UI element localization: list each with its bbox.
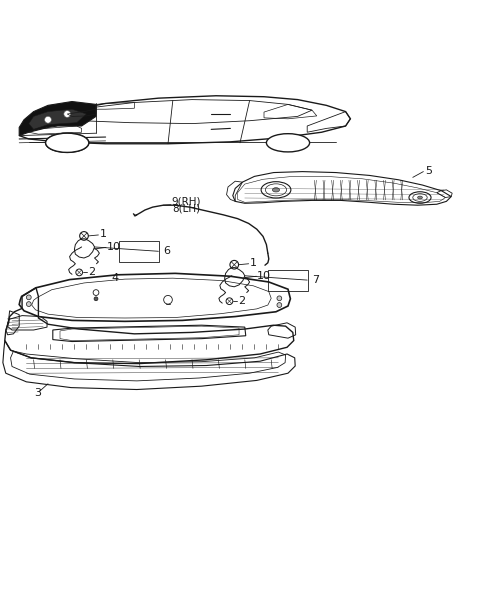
Ellipse shape	[418, 196, 422, 199]
Polygon shape	[29, 109, 86, 129]
Ellipse shape	[266, 133, 310, 152]
Text: 3: 3	[35, 389, 42, 398]
Circle shape	[26, 295, 31, 300]
Text: 9(RH): 9(RH)	[172, 196, 201, 206]
Text: 4: 4	[112, 273, 119, 283]
Circle shape	[277, 296, 282, 300]
Circle shape	[230, 260, 239, 269]
Ellipse shape	[277, 138, 299, 147]
Circle shape	[94, 297, 98, 300]
Text: 1: 1	[99, 229, 107, 239]
FancyBboxPatch shape	[268, 269, 308, 291]
Text: 10: 10	[107, 242, 121, 252]
Text: 7: 7	[312, 275, 319, 285]
Circle shape	[64, 111, 71, 118]
Circle shape	[26, 302, 31, 307]
Circle shape	[76, 269, 83, 276]
Ellipse shape	[272, 188, 279, 192]
Text: 2: 2	[88, 267, 95, 277]
Text: 6: 6	[163, 246, 170, 256]
Circle shape	[80, 231, 88, 241]
Text: 5: 5	[425, 166, 432, 176]
Ellipse shape	[57, 138, 78, 147]
Text: 8(LH): 8(LH)	[172, 203, 200, 213]
Text: 10: 10	[257, 271, 271, 281]
Text: 2: 2	[238, 296, 245, 306]
Circle shape	[277, 303, 282, 307]
Polygon shape	[19, 102, 96, 136]
Text: 1: 1	[250, 258, 257, 268]
Circle shape	[45, 116, 51, 123]
FancyBboxPatch shape	[119, 241, 159, 262]
Ellipse shape	[46, 133, 89, 152]
Circle shape	[226, 298, 233, 305]
